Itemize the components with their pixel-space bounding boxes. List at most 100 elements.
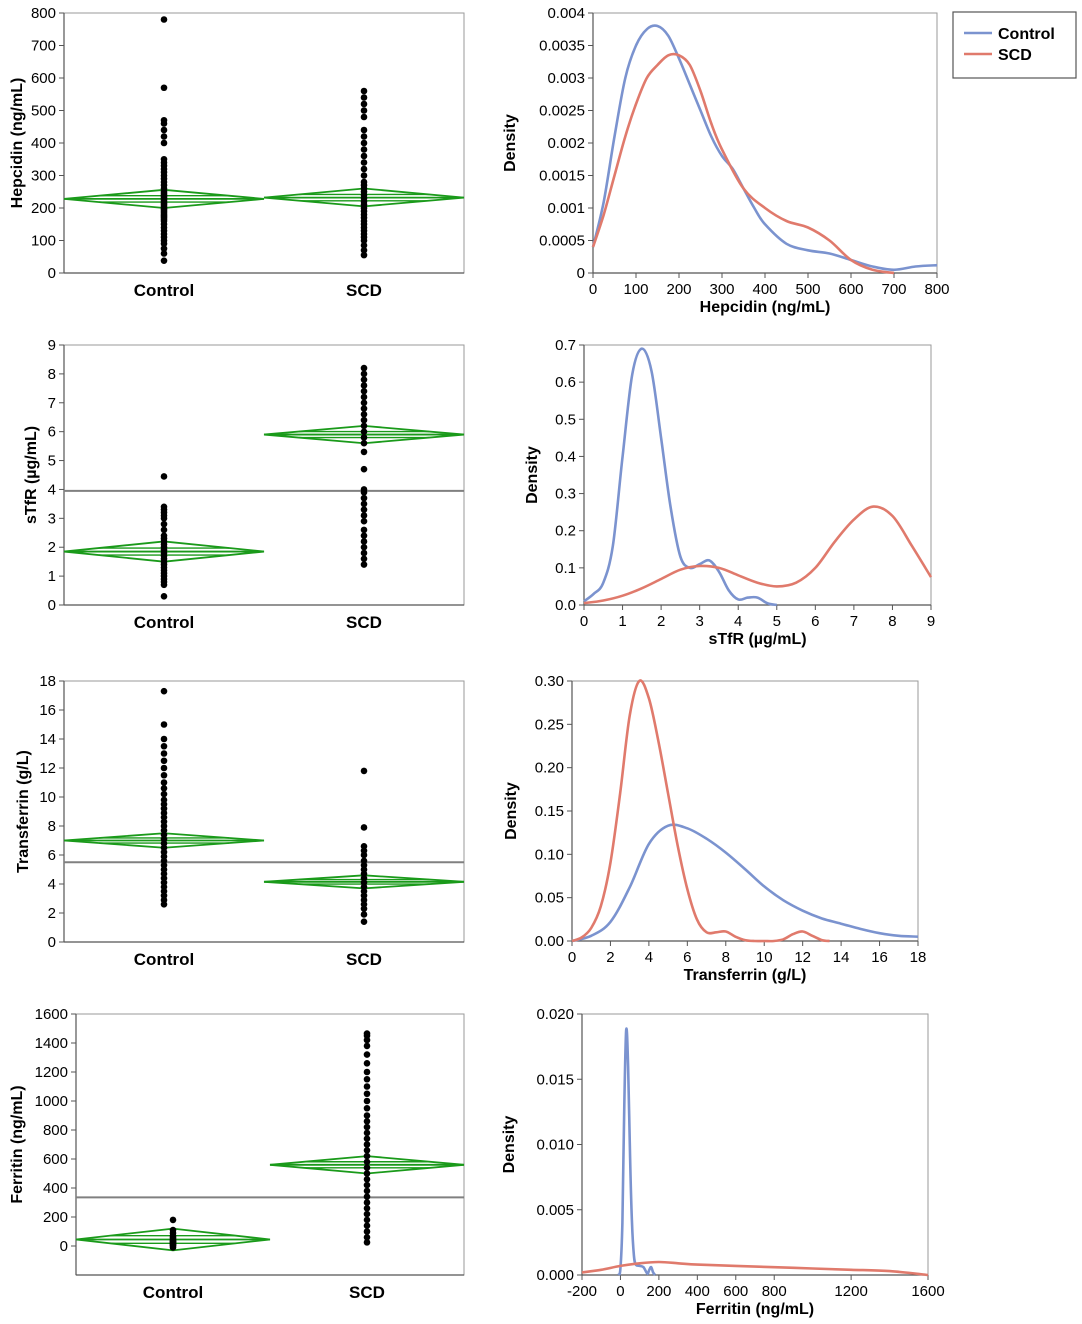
y-tick-label: 300 <box>31 168 56 185</box>
x-tick-label: -200 <box>567 1283 597 1300</box>
y-tick-label: 0.25 <box>535 716 564 733</box>
data-point <box>160 526 168 534</box>
data-point <box>363 1118 371 1125</box>
data-point <box>160 750 168 757</box>
data-point <box>360 422 368 430</box>
y-axis-label: Density <box>503 782 520 840</box>
y-tick-label: 12 <box>39 760 56 777</box>
category-label: SCD <box>346 613 382 632</box>
y-tick-label: 10 <box>39 789 56 806</box>
data-point <box>360 512 368 519</box>
data-point <box>363 1030 371 1037</box>
plot-frame <box>63 680 465 943</box>
data-point <box>360 767 368 775</box>
y-tick-label: 5 <box>48 453 56 470</box>
y-tick-label: 8 <box>48 366 56 383</box>
data-point <box>160 473 168 480</box>
data-point <box>360 555 368 563</box>
y-tick-label: 2 <box>48 539 56 556</box>
y-tick-label: 0.0 <box>555 597 576 614</box>
x-tick-label: 0 <box>580 613 588 630</box>
x-axis-label: Hepcidin (ng/mL) <box>700 299 831 316</box>
data-point <box>360 172 368 179</box>
y-tick-label: 0 <box>60 1238 68 1255</box>
x-tick-label: 0 <box>616 1283 624 1300</box>
y-tick-label: 0 <box>48 934 56 951</box>
category-label: Control <box>143 1283 203 1302</box>
data-point <box>363 1193 371 1200</box>
y-tick-label: 8 <box>48 818 56 835</box>
x-tick-label: 1 <box>618 613 626 630</box>
dotplot-panel-3: 0 2 4 6 8 10 12 14 16 18 Transferrin (g/L) Control S… <box>15 673 465 969</box>
plot-frame <box>63 344 465 606</box>
data-point <box>360 139 368 147</box>
data-point <box>360 411 368 418</box>
data-point <box>363 1234 371 1241</box>
data-point <box>363 1060 371 1067</box>
data-point <box>360 434 368 441</box>
data-point <box>360 517 368 525</box>
y-tick-label: 600 <box>31 70 56 87</box>
x-tick-label: 0 <box>589 281 597 298</box>
y-tick-label: 0.015 <box>536 1071 574 1088</box>
density-line-control <box>617 1027 657 1277</box>
data-point <box>360 364 368 372</box>
data-point <box>360 387 368 395</box>
density-panel-3: 0.00 0.05 0.10 0.15 0.20 0.25 0.30 Density 0 2 4 6 8… <box>503 673 926 984</box>
data-point <box>360 178 368 186</box>
x-tick-label: 12 <box>794 949 811 966</box>
data-point <box>160 139 168 147</box>
y-tick-label: 2 <box>48 905 56 922</box>
data-point <box>160 532 168 539</box>
data-point <box>363 1135 371 1142</box>
data-point <box>360 486 368 493</box>
plot-frame <box>583 344 932 606</box>
y-axis-label: Density <box>502 114 519 172</box>
data-point <box>160 764 168 772</box>
data-point <box>360 416 368 424</box>
data-point <box>160 721 168 728</box>
x-tick-label: 8 <box>888 613 896 630</box>
data-point <box>160 757 168 765</box>
data-point <box>360 159 368 166</box>
data-point <box>360 561 368 568</box>
y-axis-label: sTfR (µg/mL) <box>23 426 40 524</box>
data-point <box>160 779 168 786</box>
x-tick-label: 2 <box>657 613 665 630</box>
category-label: SCD <box>346 950 382 969</box>
x-tick-label: 800 <box>762 1283 787 1300</box>
y-tick-label: 6 <box>48 424 56 441</box>
data-point <box>360 370 368 378</box>
density-line-control <box>591 24 938 272</box>
y-tick-label: 6 <box>48 847 56 864</box>
y-tick-label: 600 <box>43 1151 68 1168</box>
data-point <box>360 94 368 101</box>
y-tick-label: 0.05 <box>535 890 564 907</box>
density-line-scd <box>581 1260 929 1277</box>
group-scd <box>263 87 465 259</box>
data-point <box>169 1226 177 1234</box>
y-tick-label: 0.4 <box>555 448 576 465</box>
data-point <box>360 911 368 918</box>
y-tick-label: 400 <box>43 1180 68 1197</box>
y-tick-label: 0.010 <box>536 1137 574 1154</box>
data-point <box>360 526 368 534</box>
y-tick-label: 400 <box>31 135 56 152</box>
data-point <box>363 1083 371 1090</box>
data-point <box>160 593 168 600</box>
y-axis-label: Density <box>524 446 541 504</box>
data-point <box>363 1147 371 1154</box>
data-point <box>360 87 368 95</box>
y-tick-label: 1400 <box>35 1035 68 1052</box>
data-point <box>363 1158 371 1166</box>
data-point <box>360 382 368 389</box>
data-point <box>360 448 368 456</box>
data-point <box>363 1228 371 1235</box>
y-tick-label: 1600 <box>35 1006 68 1023</box>
x-axis-label: sTfR (µg/mL) <box>708 631 806 648</box>
y-tick-label: 800 <box>31 5 56 22</box>
density-panel-4: 0.000 0.005 0.010 0.015 0.020 Density -200 0 200… <box>501 1006 945 1318</box>
data-point <box>363 1164 371 1171</box>
group-scd <box>263 364 465 568</box>
y-tick-label: 100 <box>31 233 56 250</box>
